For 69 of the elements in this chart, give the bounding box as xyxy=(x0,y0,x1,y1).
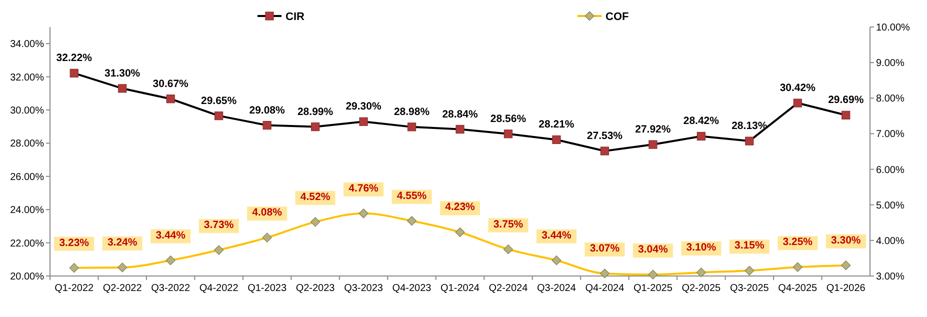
x-tick-label: Q4-2023 xyxy=(392,283,432,294)
y2-tick-label: 5.00% xyxy=(876,200,904,212)
x-tick-label: Q3-2025 xyxy=(730,283,770,294)
data-label: 3.75% xyxy=(493,218,524,230)
y-tick-label: 30.00% xyxy=(10,106,44,116)
x-tick-label: Q1-2026 xyxy=(826,283,866,294)
y-tick-label: 24.00% xyxy=(10,205,44,216)
x-tick-label: Q3-2023 xyxy=(344,283,384,294)
data-label: 29.65% xyxy=(201,94,238,107)
data-label: 28.21% xyxy=(538,118,575,131)
data-label: 27.53% xyxy=(586,130,624,142)
x-tick-label: Q3-2022 xyxy=(151,283,190,294)
data-label: 3.44% xyxy=(156,229,186,242)
data-label: 29.69% xyxy=(828,94,864,106)
data-label: 4.55% xyxy=(396,190,428,202)
y2-tick-label: 3.00% xyxy=(876,272,904,282)
data-label: 3.73% xyxy=(204,219,234,232)
data-label: 31.30% xyxy=(104,67,141,80)
y2-tick-label: 6.00% xyxy=(876,164,904,176)
data-label: 28.98% xyxy=(394,106,430,118)
y-tick-label: 20.00% xyxy=(10,272,44,282)
data-label: 3.10% xyxy=(686,241,717,254)
x-tick-label: Q1-2023 xyxy=(248,283,287,294)
x-tick-label: Q4-2024 xyxy=(585,283,625,294)
data-label: 3.15% xyxy=(734,240,765,252)
data-label: 29.30% xyxy=(346,100,382,113)
data-label: 28.42% xyxy=(683,115,720,128)
x-tick-label: Q2-2024 xyxy=(488,283,528,294)
x-tick-label: Q1-2024 xyxy=(440,283,480,294)
y2-tick-label: 4.00% xyxy=(876,236,904,247)
data-label: 3.24% xyxy=(107,236,138,248)
legend-label: CIR xyxy=(286,10,304,23)
y-tick-label: 34.00% xyxy=(10,39,44,50)
y2-tick-label: 10.00% xyxy=(876,22,910,34)
data-label: 4.52% xyxy=(300,190,331,203)
data-label: 30.42% xyxy=(780,82,816,94)
data-label: 28.13% xyxy=(732,120,768,132)
y-tick-label: 28.00% xyxy=(10,138,44,150)
x-tick-label: Q2-2022 xyxy=(102,283,142,294)
data-label: 32.22% xyxy=(56,52,93,64)
data-label: 4.23% xyxy=(445,201,476,214)
x-tick-label: Q4-2022 xyxy=(199,283,239,294)
data-label: 28.56% xyxy=(490,112,527,125)
y2-tick-label: 8.00% xyxy=(876,94,904,105)
x-tick-label: Q4-2025 xyxy=(778,283,818,294)
y-tick-label: 26.00% xyxy=(10,172,44,183)
legend-label: COF xyxy=(606,10,629,23)
data-label: 3.30% xyxy=(830,234,862,246)
x-tick-label: Q1-2022 xyxy=(54,283,94,294)
y-tick-label: 22.00% xyxy=(10,238,44,250)
data-label: 3.07% xyxy=(590,242,620,255)
data-label: 3.25% xyxy=(782,236,814,248)
data-label: 30.67% xyxy=(152,78,190,90)
data-label: 3.23% xyxy=(59,236,90,249)
data-label: 28.99% xyxy=(297,106,334,118)
x-tick-label: Q2-2025 xyxy=(682,283,722,294)
data-label: 4.08% xyxy=(252,206,283,219)
y2-tick-label: 9.00% xyxy=(876,58,904,70)
data-label: 28.84% xyxy=(442,108,478,120)
data-label: 27.92% xyxy=(635,124,672,136)
data-label: 4.76% xyxy=(348,182,380,194)
y2-tick-label: 7.00% xyxy=(876,129,904,140)
y-tick-label: 32.00% xyxy=(10,72,44,84)
data-label: 3.04% xyxy=(638,244,668,256)
data-label: 3.44% xyxy=(542,229,572,242)
x-tick-label: Q2-2023 xyxy=(296,283,336,294)
data-label: 29.08% xyxy=(249,104,286,116)
x-tick-label: Q3-2024 xyxy=(537,283,576,294)
x-tick-label: Q1-2025 xyxy=(633,283,673,294)
